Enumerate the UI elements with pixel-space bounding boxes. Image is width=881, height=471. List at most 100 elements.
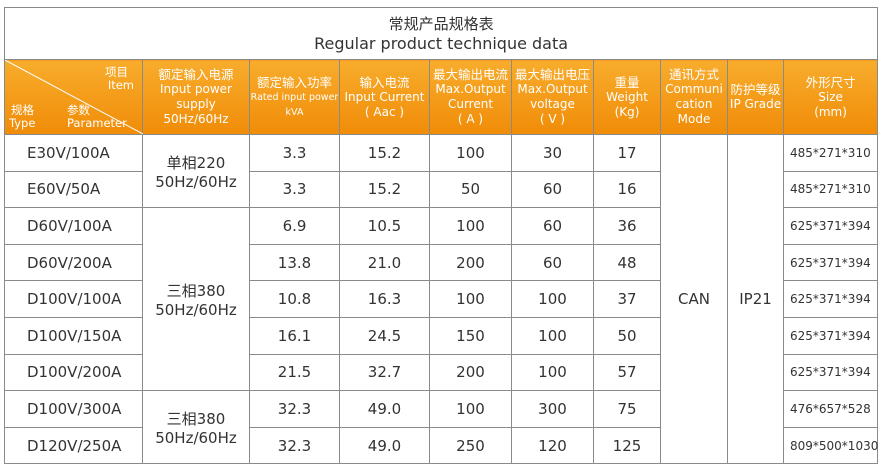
header-line: 最大输出电压 xyxy=(514,67,590,82)
max-voltage-cell: 100 xyxy=(511,353,594,392)
current-cell: 32.7 xyxy=(339,353,430,392)
title-row: 常规产品规格表 Regular product technique data xyxy=(3,7,879,60)
max-voltage-cell: 300 xyxy=(511,390,594,428)
header-cell: 额定输入电源 Input power supply 50Hz/60Hz xyxy=(142,59,250,135)
type-cell: E60V/50A xyxy=(4,170,143,209)
title-en: Regular product technique data xyxy=(314,33,569,53)
header-cell: 最大输出电流 Max.Output Current( A ) xyxy=(429,59,512,135)
header-line: 防护等级 xyxy=(730,82,781,97)
weight-cell: 37 xyxy=(593,280,661,318)
communication-cell: CAN xyxy=(660,133,728,465)
type-cell: D120V/250A xyxy=(4,426,143,465)
param-en: Parameter xyxy=(67,116,127,130)
power-line: 单相220 xyxy=(166,153,226,172)
header-line: IP Grade xyxy=(729,97,782,111)
weight-cell: 50 xyxy=(593,316,661,355)
data-row: E30V/100A 单相220 50Hz/60Hz 3.3 15.2 100 30 17 CAN… xyxy=(4,133,879,465)
header-line: kVA xyxy=(285,106,304,118)
current-cell: 15.2 xyxy=(339,134,430,172)
ip-grade-cell: IP21 xyxy=(727,133,784,465)
current-cell: 10.5 xyxy=(339,207,430,245)
header-cell: 最大输出电压 Max.Output voltage( V ) xyxy=(511,59,594,135)
header-line: Mode xyxy=(677,112,711,126)
size-cell: 625*371*394 xyxy=(782,353,879,392)
type-cell: D100V/100A xyxy=(4,280,143,318)
header-line: (Kg) xyxy=(614,104,640,119)
weight-cell: 17 xyxy=(593,134,661,172)
weight-cell: 75 xyxy=(593,390,661,428)
header-cell: 额定输入功率 Rated input power kVA xyxy=(249,59,340,135)
diagonal xyxy=(5,60,143,134)
header-line: 外形尺寸 xyxy=(805,74,856,90)
header-line: Current xyxy=(447,97,494,111)
header-line: Input Current xyxy=(344,89,425,104)
size-cell: 625*371*394 xyxy=(782,243,879,282)
weight-cell: 57 xyxy=(593,353,661,392)
header-line: 重量 xyxy=(614,74,640,90)
type-cell: D100V/150A xyxy=(4,316,143,355)
kva-cell: 16.1 xyxy=(249,316,340,355)
header-line: ( A ) xyxy=(457,112,484,126)
data-row: D100V/100A 10.8 16.3 100 100 37 625*371*394 xyxy=(4,280,879,318)
max-voltage-cell: 100 xyxy=(511,316,594,355)
header-line: Input power supply xyxy=(160,82,232,111)
header-cell: 通讯方式 Communi cation Mode xyxy=(660,59,728,135)
header-line: Rated input power xyxy=(250,91,339,103)
max-voltage-cell: 100 xyxy=(511,280,594,318)
title-cell: 常规产品规格表 Regular product technique data xyxy=(3,7,879,60)
header-line: Size xyxy=(818,89,843,104)
kva-cell: 6.9 xyxy=(249,207,340,245)
header-line: 50Hz/60Hz xyxy=(163,112,229,126)
type-cell: D100V/300A xyxy=(4,390,143,428)
max-current-cell: 150 xyxy=(429,316,512,355)
header-line: 通讯方式 xyxy=(668,67,719,82)
current-cell: 21.0 xyxy=(339,243,430,282)
max-voltage-cell: 60 xyxy=(511,243,594,282)
max-current-cell: 50 xyxy=(429,170,512,209)
current-cell: 16.3 xyxy=(339,280,430,318)
max-current-cell: 100 xyxy=(429,207,512,245)
kva-cell: 32.3 xyxy=(249,426,340,465)
current-cell: 49.0 xyxy=(339,390,430,428)
max-voltage-cell: 60 xyxy=(511,207,594,245)
header-line: Max.Output xyxy=(517,82,588,96)
header-line: 额定输入功率 xyxy=(256,74,332,90)
size-cell: 625*371*394 xyxy=(782,280,879,318)
data-row: D60V/200A 13.8 21.0 200 60 48 625*371*394 xyxy=(4,243,879,282)
type-cell: E30V/100A xyxy=(4,134,143,172)
size-cell: 485*271*310 xyxy=(782,170,879,209)
size-cell: 476*657*528 xyxy=(782,390,879,428)
header-line: (mm) xyxy=(814,104,847,119)
kva-cell: 21.5 xyxy=(249,353,340,392)
max-current-cell: 100 xyxy=(429,390,512,428)
max-current-cell: 200 xyxy=(429,353,512,392)
max-current-cell: 100 xyxy=(429,280,512,318)
kva-cell: 3.3 xyxy=(249,134,340,172)
max-current-cell: 200 xyxy=(429,243,512,282)
weight-cell: 16 xyxy=(593,170,661,209)
max-voltage-cell: 60 xyxy=(511,170,594,209)
param-zh: 参数 xyxy=(67,103,90,117)
kva-cell: 3.3 xyxy=(249,170,340,209)
header-line: ( V ) xyxy=(539,112,566,126)
type-cell: D100V/200A xyxy=(4,353,143,392)
header-line: Weight xyxy=(606,89,648,104)
type-zh: 规格 xyxy=(11,103,34,117)
kva-cell: 13.8 xyxy=(249,243,340,282)
max-voltage-cell: 30 xyxy=(511,134,594,172)
data-row: D100V/200A 21.5 32.7 200 100 57 625*371*394 xyxy=(4,353,879,392)
max-voltage-cell: 120 xyxy=(511,426,594,465)
type-en: Type xyxy=(9,116,36,130)
corner-cell: 项目 Item 规格 Type 参数 Parameter xyxy=(4,59,143,135)
header-line: Max.Output xyxy=(435,82,506,96)
header-line: Communi xyxy=(665,82,723,96)
power-cell: 单相220 50Hz/60Hz xyxy=(142,133,250,209)
power-cell: 三相380 50Hz/60Hz xyxy=(142,390,250,465)
header-line: voltage xyxy=(530,97,575,111)
power-line: 50Hz/60Hz xyxy=(155,300,237,319)
header-cell: 防护等级 IP Grade xyxy=(727,59,784,135)
type-cell: D60V/100A xyxy=(4,207,143,245)
size-cell: 485*271*310 xyxy=(782,134,879,172)
current-cell: 49.0 xyxy=(339,426,430,465)
table-body: 常规产品规格表 Regular product technique data 项… xyxy=(3,7,879,465)
